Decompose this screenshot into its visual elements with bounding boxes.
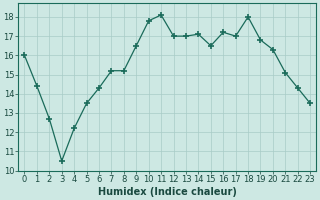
X-axis label: Humidex (Indice chaleur): Humidex (Indice chaleur) bbox=[98, 187, 237, 197]
